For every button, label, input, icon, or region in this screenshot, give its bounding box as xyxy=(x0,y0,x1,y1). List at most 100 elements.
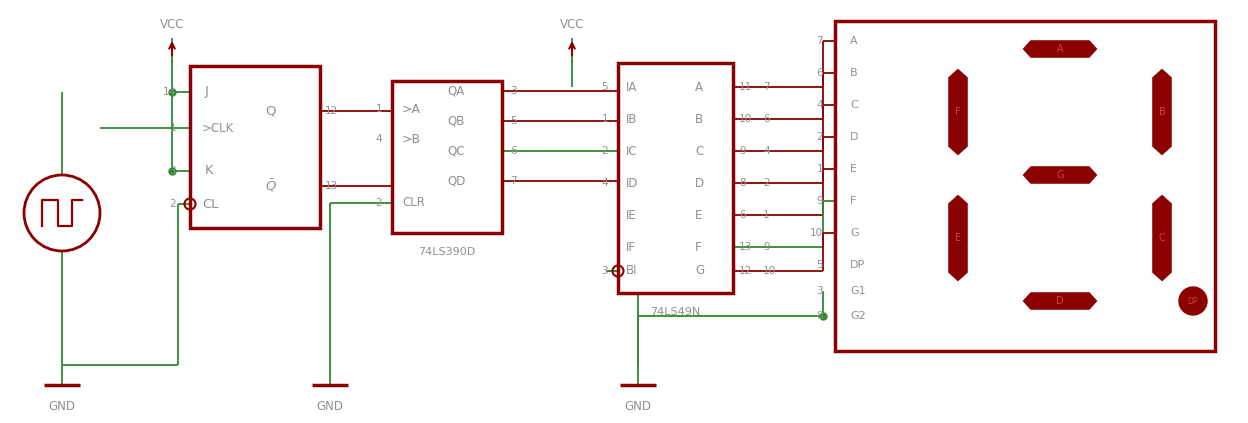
Polygon shape xyxy=(1021,165,1099,185)
Text: 6: 6 xyxy=(739,210,745,220)
Text: D: D xyxy=(1056,296,1063,306)
Text: ID: ID xyxy=(626,176,639,190)
Text: J: J xyxy=(205,85,208,99)
Text: 4: 4 xyxy=(602,178,608,188)
Text: G2: G2 xyxy=(850,311,866,321)
Text: 4: 4 xyxy=(763,146,770,156)
Text: 4: 4 xyxy=(376,134,382,144)
Text: 2: 2 xyxy=(376,198,382,208)
Text: Q: Q xyxy=(265,104,276,118)
Text: F: F xyxy=(695,241,701,253)
Text: >A: >A xyxy=(402,102,421,115)
Circle shape xyxy=(1179,287,1207,315)
Text: VCC: VCC xyxy=(560,18,584,31)
Text: 10: 10 xyxy=(763,266,776,276)
Text: B: B xyxy=(1158,107,1166,117)
Text: 13: 13 xyxy=(324,181,338,191)
Text: CLR: CLR xyxy=(402,197,424,209)
Text: 12: 12 xyxy=(739,266,753,276)
Text: 11: 11 xyxy=(739,82,753,92)
Text: 5: 5 xyxy=(816,260,822,270)
Text: GND: GND xyxy=(624,400,651,413)
Text: >B: >B xyxy=(402,132,421,146)
Text: IF: IF xyxy=(626,241,636,253)
Text: G1: G1 xyxy=(850,286,866,296)
Polygon shape xyxy=(1021,291,1099,311)
Text: 7: 7 xyxy=(816,36,822,46)
Polygon shape xyxy=(1151,193,1173,283)
Text: 2: 2 xyxy=(763,178,770,188)
Polygon shape xyxy=(1021,39,1099,59)
Text: 8: 8 xyxy=(816,311,822,321)
Text: QB: QB xyxy=(447,115,464,127)
Text: 3: 3 xyxy=(170,166,176,176)
Text: E: E xyxy=(955,233,961,243)
Text: 74LS49N: 74LS49N xyxy=(650,307,700,317)
Text: G: G xyxy=(1056,170,1063,180)
Text: E: E xyxy=(695,209,703,222)
Text: 7: 7 xyxy=(763,82,770,92)
Text: G: G xyxy=(850,228,859,238)
Text: $\bar{Q}$: $\bar{Q}$ xyxy=(265,178,277,194)
Text: QA: QA xyxy=(447,85,464,97)
Text: 4: 4 xyxy=(816,100,822,110)
Text: C: C xyxy=(1158,233,1166,243)
Text: 9: 9 xyxy=(816,196,822,206)
Text: 1: 1 xyxy=(763,210,770,220)
Text: D: D xyxy=(850,132,859,142)
Text: IC: IC xyxy=(626,145,638,157)
Text: 5: 5 xyxy=(510,116,517,126)
Text: 12: 12 xyxy=(324,106,338,116)
Text: 14: 14 xyxy=(162,87,176,97)
Text: F: F xyxy=(955,107,961,117)
Text: IA: IA xyxy=(626,80,638,93)
Text: 6: 6 xyxy=(763,114,770,124)
FancyBboxPatch shape xyxy=(835,21,1216,351)
Text: A: A xyxy=(1057,44,1063,54)
Text: 5: 5 xyxy=(602,82,608,92)
Text: DP: DP xyxy=(1188,297,1198,305)
Text: 6: 6 xyxy=(510,146,517,156)
Text: 9: 9 xyxy=(763,242,770,252)
Text: B: B xyxy=(695,113,703,126)
Polygon shape xyxy=(947,193,968,283)
Text: 9: 9 xyxy=(739,146,745,156)
Text: A: A xyxy=(850,36,857,46)
Text: 2: 2 xyxy=(170,199,176,209)
Text: B: B xyxy=(850,68,857,78)
Text: 10: 10 xyxy=(810,228,822,238)
Text: IE: IE xyxy=(626,209,636,222)
FancyBboxPatch shape xyxy=(190,66,319,228)
FancyBboxPatch shape xyxy=(392,81,502,233)
Text: CL: CL xyxy=(202,198,218,211)
Text: K: K xyxy=(205,165,213,178)
Text: 1: 1 xyxy=(816,164,822,174)
Text: >CLK: >CLK xyxy=(202,121,235,135)
Text: GND: GND xyxy=(317,400,343,413)
Text: 3: 3 xyxy=(510,86,517,96)
Text: DP: DP xyxy=(850,260,865,270)
Text: 7: 7 xyxy=(510,176,517,186)
Text: 1: 1 xyxy=(376,104,382,114)
FancyBboxPatch shape xyxy=(618,63,733,293)
Text: QD: QD xyxy=(447,175,466,187)
Text: C: C xyxy=(695,145,704,157)
Polygon shape xyxy=(1151,67,1173,157)
Text: F: F xyxy=(850,196,856,206)
Text: 2: 2 xyxy=(602,146,608,156)
Text: IB: IB xyxy=(626,113,638,126)
Text: 8: 8 xyxy=(739,178,745,188)
Polygon shape xyxy=(947,67,968,157)
Text: VCC: VCC xyxy=(160,18,185,31)
Text: 2: 2 xyxy=(816,132,822,142)
Text: D: D xyxy=(695,176,704,190)
Text: GND: GND xyxy=(49,400,75,413)
Text: 3: 3 xyxy=(816,286,822,296)
Text: 1: 1 xyxy=(602,114,608,124)
Text: QC: QC xyxy=(447,145,464,157)
Text: E: E xyxy=(850,164,857,174)
Text: 1: 1 xyxy=(170,123,176,133)
Text: G: G xyxy=(695,264,704,277)
Text: 74LS390D: 74LS390D xyxy=(418,247,475,257)
Text: 6: 6 xyxy=(816,68,822,78)
